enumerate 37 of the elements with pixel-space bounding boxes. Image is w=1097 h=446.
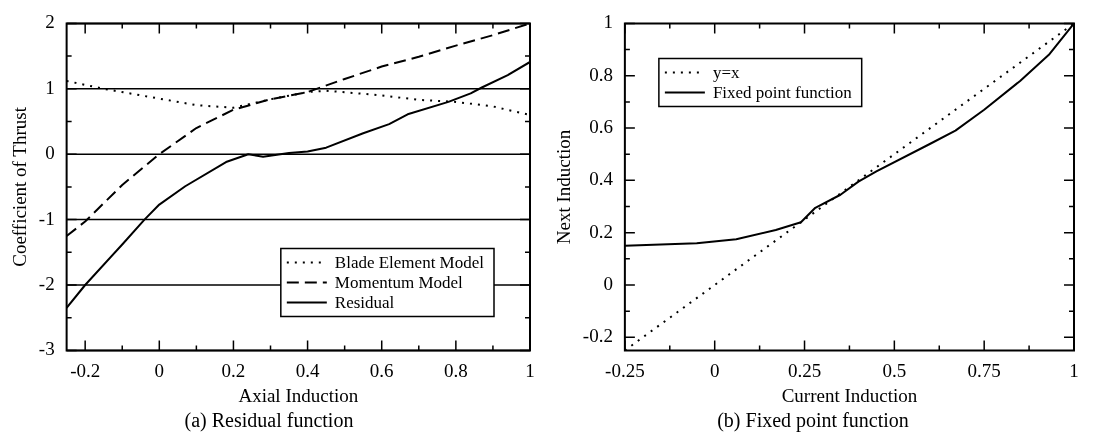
y-tick-label: 1 (45, 76, 55, 98)
y-tick-label: 0.4 (589, 168, 614, 190)
x-tick-label: 0.25 (787, 359, 822, 381)
y-tick-label: -1 (38, 207, 55, 229)
legend-label: Residual (334, 292, 395, 312)
y-tick-label: 0.2 (589, 220, 613, 242)
x-axis-title: Current Induction (781, 384, 918, 406)
x-tick-label: 0.2 (221, 359, 246, 381)
x-axis-title: Axial Induction (238, 384, 359, 406)
x-tick-label: 0.6 (369, 359, 394, 381)
y-tick-label: 0 (45, 142, 55, 164)
y-tick-label: 0.6 (589, 116, 613, 138)
y-tick-label: 0 (603, 272, 613, 294)
text: (a) Residual function (184, 409, 354, 433)
text: (b) Fixed point function (717, 409, 909, 433)
x-tick-label: 0.5 (882, 359, 907, 381)
legend-label: y=x (712, 62, 740, 82)
legend-label: Fixed point function (712, 82, 853, 102)
y-tick-label: 0.8 (589, 63, 613, 85)
legend-label: Blade Element Model (334, 252, 485, 272)
y-tick-label: -3 (38, 338, 55, 360)
x-tick-label: -0.2 (70, 359, 101, 381)
x-tick-label: 0.75 (967, 359, 1001, 381)
y-tick-label: 1 (603, 11, 613, 33)
x-tick-label: 1 (525, 359, 535, 381)
y-tick-label: -0.2 (582, 325, 613, 347)
y-axis-title: Next Induction (553, 129, 575, 245)
x-tick-label: 1 (1069, 359, 1079, 381)
x-tick-label: 0 (154, 359, 165, 381)
x-tick-label: 0 (709, 359, 720, 381)
y-tick-label: 2 (45, 11, 55, 33)
y-axis-title: Coefficient of Thrust (9, 106, 31, 267)
legend-label: Momentum Model (334, 272, 464, 292)
x-tick-label: 0.4 (295, 359, 320, 381)
x-tick-label: 0.8 (443, 359, 468, 381)
y-tick-label: -2 (38, 272, 55, 294)
x-tick-label: -0.25 (605, 359, 645, 381)
